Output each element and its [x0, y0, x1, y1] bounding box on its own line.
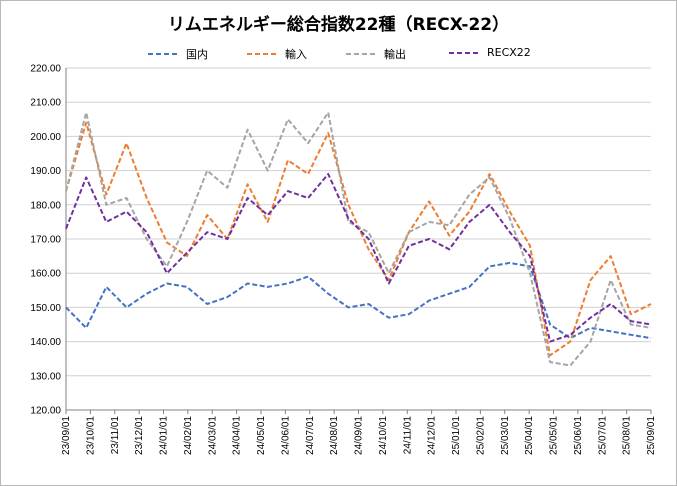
x-tick-label: 24/03/01 — [207, 416, 218, 455]
x-tick-label: 23/12/01 — [134, 416, 145, 455]
x-tick-label: 24/08/01 — [329, 416, 340, 455]
y-tick-label: 190.00 — [30, 166, 61, 177]
x-tick-label: 24/09/01 — [354, 416, 365, 455]
x-tick-label: 25/02/01 — [475, 416, 486, 455]
x-tick-label: 24/05/01 — [256, 416, 267, 455]
x-tick-label: 25/05/01 — [549, 416, 560, 455]
x-tick-label: 24/10/01 — [378, 416, 389, 455]
legend-swatch-yushutsu — [346, 53, 378, 55]
y-tick-label: 200.00 — [30, 132, 61, 143]
x-tick-label: 24/11/01 — [402, 416, 413, 455]
legend-item-yushutsu: 輸出 — [346, 46, 406, 62]
y-tick-label: 160.00 — [30, 269, 61, 280]
x-tick-label: 25/06/01 — [573, 416, 584, 455]
x-tick-label: 24/06/01 — [280, 416, 291, 455]
legend-label-kokunai: 国内 — [186, 48, 208, 61]
series-line-2 — [65, 111, 652, 367]
x-tick-label: 25/01/01 — [451, 416, 462, 455]
x-tick-label: 24/01/01 — [159, 416, 170, 455]
x-tick-label: 25/04/01 — [524, 416, 535, 455]
legend-label-yunyu: 輸入 — [285, 48, 307, 61]
series-line-3 — [65, 173, 652, 343]
x-tick-label: 23/09/01 — [61, 416, 72, 455]
y-tick-label: 140.00 — [30, 337, 61, 348]
x-tick-label: 25/07/01 — [597, 416, 608, 455]
y-tick-label: 210.00 — [30, 98, 61, 109]
x-tick-label: 25/08/01 — [622, 416, 633, 455]
legend-swatch-yunyu — [247, 53, 279, 55]
chart-title: リムエネルギー総合指数22種（RECX-22） — [167, 15, 510, 35]
legend-swatch-recx22 — [449, 51, 481, 54]
y-tick-label: 150.00 — [30, 303, 61, 314]
y-tick-label: 130.00 — [30, 371, 61, 382]
x-tick-label: 23/11/01 — [110, 416, 121, 455]
y-tick-label: 220.00 — [30, 64, 61, 75]
legend-swatch-kokunai — [148, 53, 180, 55]
y-tick-label: 180.00 — [30, 200, 61, 211]
y-tick-label: 170.00 — [30, 235, 61, 246]
x-tick-label: 23/10/01 — [85, 416, 96, 455]
x-tick-label: 25/09/01 — [646, 416, 657, 455]
legend-item-kokunai: 国内 — [148, 46, 208, 62]
legend: 国内 輸入 輸出 RECX22 — [0, 46, 677, 62]
x-tick-label: 24/12/01 — [427, 416, 438, 455]
legend-label-recx22: RECX22 — [487, 46, 531, 59]
legend-item-recx22: RECX22 — [449, 46, 531, 59]
series-line-0 — [65, 261, 652, 340]
x-tick-label: 24/07/01 — [305, 416, 316, 455]
x-tick-label: 24/04/01 — [232, 416, 243, 455]
x-tick-label: 25/03/01 — [500, 416, 511, 455]
legend-item-yunyu: 輸入 — [247, 46, 307, 62]
x-tick-label: 24/02/01 — [183, 416, 194, 455]
y-tick-label: 120.00 — [30, 406, 61, 417]
legend-label-yushutsu: 輸出 — [384, 48, 406, 61]
